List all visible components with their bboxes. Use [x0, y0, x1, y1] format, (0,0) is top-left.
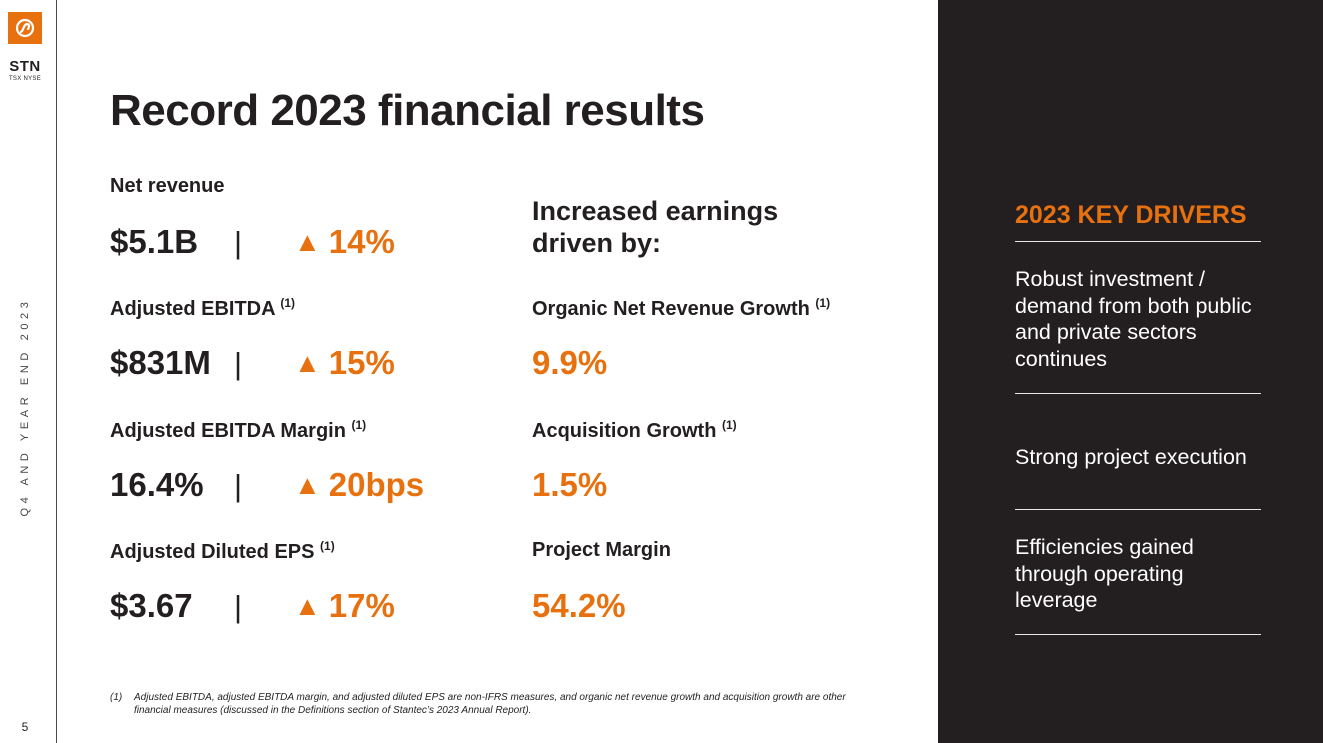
earnings-label-acquisition-growth: Acquisition Growth (1)	[532, 418, 737, 442]
earnings-value-acquisition-growth: 1.5%	[532, 466, 608, 503]
vertical-section-label: Q4 AND YEAR END 2023	[19, 297, 31, 517]
logo	[8, 12, 42, 44]
metric-value-net-revenue: $5.1B	[110, 223, 199, 260]
metric-label-net-revenue: Net revenue	[110, 175, 225, 197]
footnote-ref: (1)	[815, 296, 831, 310]
earnings-value-organic-growth: 9.9%	[532, 344, 608, 381]
footnote-ref: (1)	[320, 539, 335, 553]
metric-change-adjusted-diluted-eps: ▲ 17%	[294, 587, 395, 624]
metric-separator: |	[234, 225, 243, 260]
divider	[1015, 509, 1261, 510]
up-triangle-icon: ▲	[294, 470, 321, 500]
up-triangle-icon: ▲	[294, 348, 321, 378]
metric-change-adjusted-ebitda: ▲ 15%	[294, 344, 395, 381]
ticker-symbol: STN	[9, 58, 41, 75]
exchange-listing: TSX NYSE	[8, 76, 42, 82]
metric-label-adjusted-ebitda: Adjusted EBITDA (1)	[110, 296, 296, 320]
page-title: Record 2023 financial results	[110, 86, 705, 135]
footnote-text: Adjusted EBITDA, adjusted EBITDA margin,…	[134, 692, 846, 716]
earnings-label-organic-growth: Organic Net Revenue Growth (1)	[532, 296, 831, 320]
up-triangle-icon: ▲	[294, 591, 321, 621]
up-triangle-icon: ▲	[294, 227, 321, 257]
left-sidebar: STN TSX NYSE Q4 AND YEAR END 2023 5	[0, 0, 57, 743]
metric-value-adjusted-ebitda: $831M	[110, 344, 211, 381]
metric-change-net-revenue: ▲ 14%	[294, 223, 395, 260]
key-drivers-heading: 2023 KEY DRIVERS	[1015, 201, 1247, 229]
footnote-ref: (1)	[722, 418, 737, 432]
footnote-ref: (1)	[280, 296, 296, 310]
driver-item: Strong project execution	[1015, 445, 1247, 469]
metric-value-adjusted-ebitda-margin: 16.4%	[110, 466, 204, 503]
key-drivers-panel: 2023 KEY DRIVERS Robust investment / dem…	[938, 0, 1323, 743]
footnote-number: (1)	[110, 692, 123, 703]
metric-separator: |	[234, 468, 243, 503]
divider	[1015, 241, 1261, 242]
metric-change-adjusted-ebitda-margin: ▲ 20bps	[294, 466, 425, 503]
earnings-value-project-margin: 54.2%	[532, 587, 626, 624]
divider	[1015, 634, 1261, 635]
metric-label-adjusted-ebitda-margin: Adjusted EBITDA Margin (1)	[110, 418, 367, 442]
divider	[1015, 393, 1261, 394]
earnings-heading: Increased earnings driven by:	[532, 196, 779, 258]
stantec-swirl-icon	[15, 18, 35, 38]
page-number: 5	[21, 720, 29, 734]
metric-value-adjusted-diluted-eps: $3.67	[110, 587, 193, 624]
metric-label-adjusted-diluted-eps: Adjusted Diluted EPS (1)	[110, 539, 335, 563]
footnote-ref: (1)	[351, 418, 367, 432]
metric-separator: |	[234, 346, 243, 381]
driver-item: Efficiencies gained through operating le…	[1015, 535, 1194, 612]
metric-separator: |	[234, 589, 243, 624]
driver-item: Robust investment / demand from both pub…	[1015, 267, 1252, 371]
earnings-label-project-margin: Project Margin	[532, 539, 671, 561]
